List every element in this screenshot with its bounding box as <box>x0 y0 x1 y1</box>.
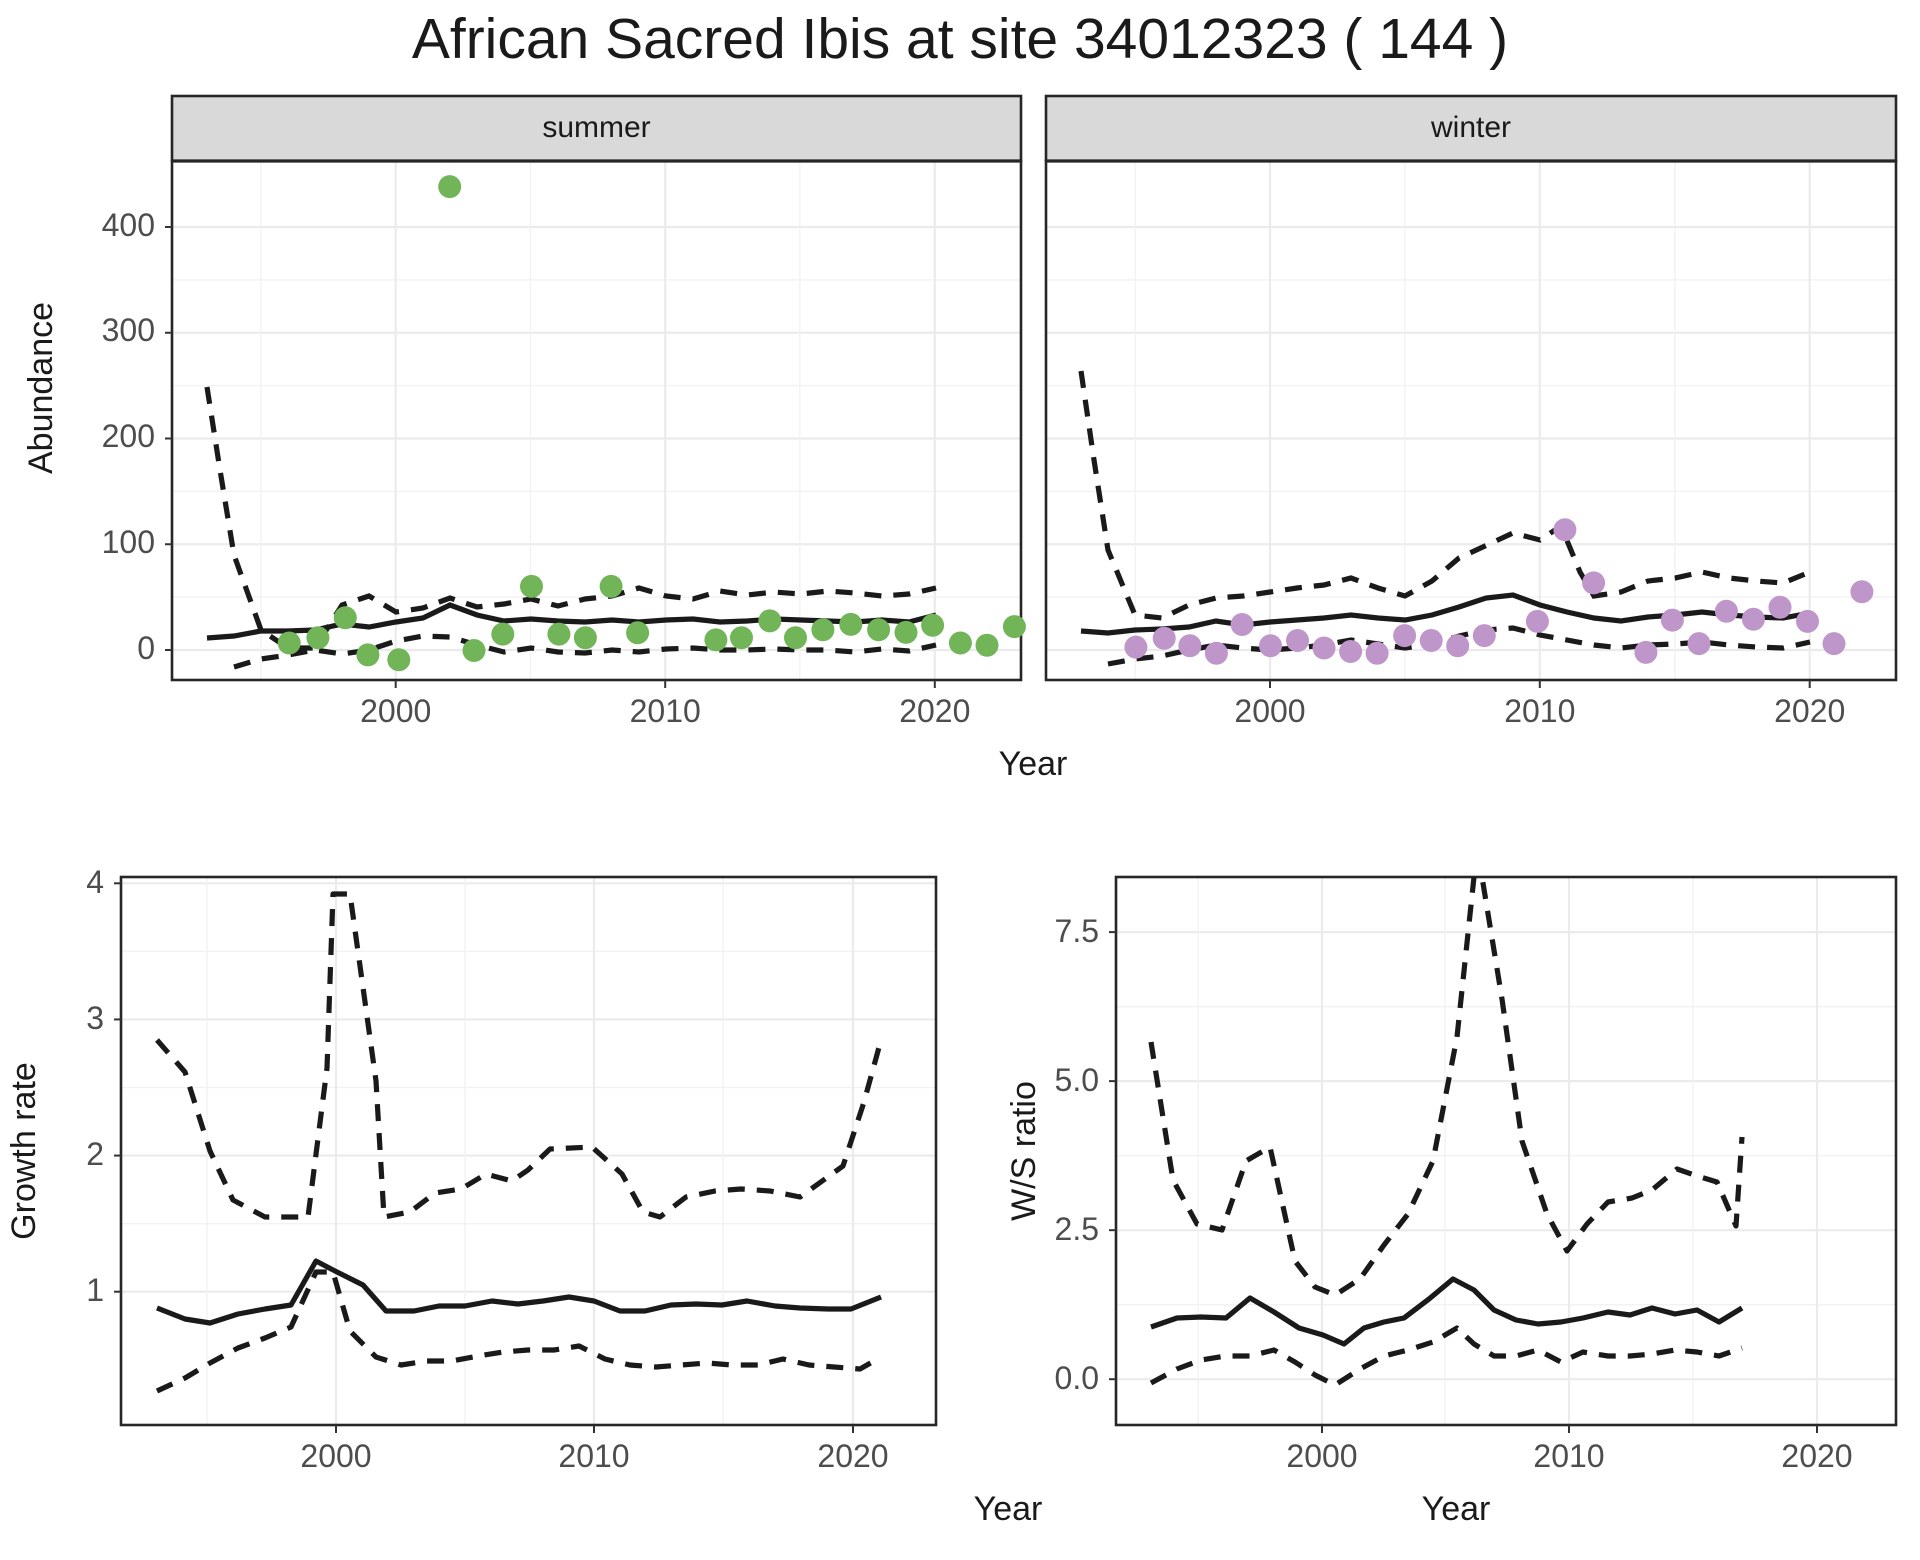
svg-text:2: 2 <box>86 1136 104 1172</box>
svg-text:200: 200 <box>102 418 155 454</box>
svg-text:2010: 2010 <box>1533 1438 1604 1474</box>
svg-text:summer: summer <box>542 111 650 144</box>
svg-text:2000: 2000 <box>1234 693 1305 729</box>
svg-text:100: 100 <box>102 524 155 560</box>
svg-text:Growth rate: Growth rate <box>5 1062 43 1240</box>
svg-text:2000: 2000 <box>1286 1438 1357 1474</box>
svg-text:2.5: 2.5 <box>1055 1211 1099 1247</box>
svg-text:5.0: 5.0 <box>1055 1062 1099 1098</box>
svg-text:Year: Year <box>974 1490 1043 1528</box>
svg-text:2000: 2000 <box>300 1438 371 1474</box>
svg-text:3: 3 <box>86 1000 104 1036</box>
svg-text:2020: 2020 <box>1781 1438 1852 1474</box>
svg-text:2010: 2010 <box>630 693 701 729</box>
svg-text:400: 400 <box>102 207 155 243</box>
svg-text:2010: 2010 <box>558 1438 629 1474</box>
svg-text:7.5: 7.5 <box>1055 913 1099 949</box>
svg-text:2020: 2020 <box>817 1438 888 1474</box>
svg-text:0: 0 <box>137 630 155 666</box>
svg-text:1: 1 <box>86 1272 104 1308</box>
svg-text:Abundance: Abundance <box>22 302 60 474</box>
svg-text:winter: winter <box>1430 111 1511 144</box>
svg-text:0.0: 0.0 <box>1055 1360 1099 1396</box>
svg-text:Year: Year <box>999 745 1068 783</box>
svg-text:2020: 2020 <box>1774 693 1845 729</box>
svg-text:2020: 2020 <box>899 693 970 729</box>
svg-text:W/S ratio: W/S ratio <box>1005 1081 1043 1221</box>
svg-text:2010: 2010 <box>1504 693 1575 729</box>
svg-text:2000: 2000 <box>360 693 431 729</box>
svg-text:300: 300 <box>102 312 155 348</box>
svg-text:Year: Year <box>1422 1490 1491 1528</box>
svg-text:4: 4 <box>86 864 104 900</box>
